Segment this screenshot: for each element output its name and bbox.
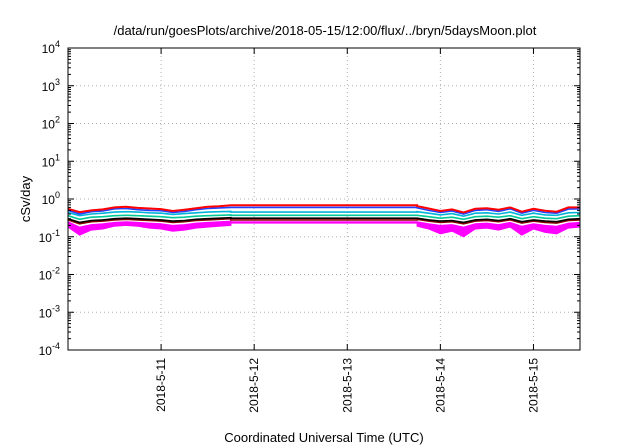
y-tick-label: 10-2 [39, 266, 60, 283]
series-line-1 [67, 217, 581, 225]
x-tick-label: 2018-5-14 [433, 358, 447, 413]
y-axis-ticks: 10-4 10-3 10-2 10-1 100 101 102 103 104 [39, 39, 580, 358]
x-tick-label: 2018-5-12 [247, 358, 261, 413]
y-tick-label: 10-1 [39, 228, 60, 245]
y-tick-label: 10-3 [39, 303, 60, 320]
x-axis-ticks: 2018-5-11 2018-5-12 2018-5-13 2018-5-14 2018… [154, 48, 540, 413]
plot-frame [67, 47, 581, 351]
y-tick-label: 10-4 [39, 341, 60, 358]
y-axis-label: cSv/day [18, 175, 33, 222]
y-tick-label: 104 [42, 39, 60, 56]
x-tick-label: 2018-5-15 [526, 358, 540, 413]
series-line-3 [67, 214, 581, 221]
series-band-0 [67, 220, 581, 238]
y-tick-label: 103 [42, 77, 60, 94]
series-line-2 [67, 216, 581, 224]
series-line-6 [67, 204, 580, 214]
series-line-5 [67, 206, 581, 215]
y-tick-label: 101 [42, 152, 60, 169]
x-axis-label: Coordinated Universal Time (UTC) [224, 430, 423, 445]
grid [68, 48, 580, 350]
y-tick-label: 100 [42, 190, 60, 207]
y-tick-label: 102 [42, 115, 60, 132]
plot-lines [67, 204, 581, 238]
x-tick-label: 2018-5-13 [340, 358, 354, 413]
chart-title: /data/run/goesPlots/archive/2018-05-15/1… [114, 23, 537, 38]
series-line-4 [67, 210, 581, 218]
x-tick-label: 2018-5-11 [154, 358, 168, 412]
